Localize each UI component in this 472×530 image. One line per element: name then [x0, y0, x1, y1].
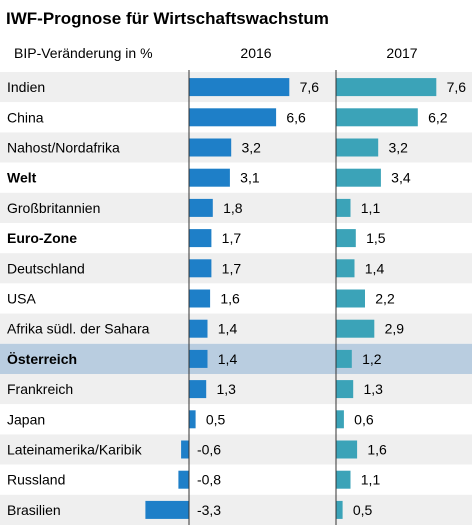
category-label: Welt	[7, 170, 37, 186]
bar-2017	[336, 259, 355, 278]
bar-2017	[336, 198, 351, 217]
value-label-2017: 0,5	[353, 502, 373, 518]
value-label-2017: 1,4	[365, 260, 385, 276]
value-label-2017: 6,2	[428, 109, 448, 125]
value-label-2017: 3,4	[391, 170, 411, 186]
value-label-2017: 0,6	[354, 411, 374, 427]
bar-2016	[189, 198, 213, 217]
row-background	[0, 283, 472, 314]
category-label: Japan	[7, 411, 45, 427]
value-label-2016: -3,3	[197, 502, 221, 518]
bar-2017	[336, 289, 365, 308]
value-label-2016: 1,6	[220, 291, 240, 307]
row-background	[0, 343, 472, 374]
category-label: Afrika südl. der Sahara	[7, 321, 150, 337]
bar-2017	[336, 138, 379, 157]
bar-2017	[336, 168, 381, 187]
bar-2016	[189, 78, 290, 97]
bar-2017	[336, 78, 437, 97]
value-label-2017: 1,6	[367, 442, 387, 458]
bar-2016	[189, 229, 212, 248]
value-label-2016: 1,7	[222, 230, 242, 246]
bar-2016	[189, 349, 208, 368]
category-label: Russland	[7, 472, 65, 488]
row-background	[0, 192, 472, 223]
row-background	[0, 223, 472, 254]
bar-2016	[145, 500, 189, 519]
bar-2017	[336, 319, 375, 338]
bar-2017	[336, 380, 354, 399]
category-label: Euro-Zone	[7, 230, 77, 246]
bar-2016	[189, 380, 207, 399]
bar-2017	[336, 229, 356, 248]
bar-2017	[336, 500, 343, 519]
bar-2017	[336, 349, 352, 368]
bar-2017	[336, 410, 344, 429]
value-label-2017: 1,2	[362, 351, 382, 367]
value-label-2016: 3,2	[241, 140, 261, 156]
bar-2016	[181, 440, 189, 459]
value-label-2016: 1,7	[222, 260, 242, 276]
value-label-2017: 1,3	[363, 381, 383, 397]
value-label-2016: 1,8	[223, 200, 243, 216]
value-label-2016: 1,3	[216, 381, 236, 397]
category-label: Brasilien	[7, 502, 61, 518]
chart-subtitle: BIP-Veränderung in %	[14, 45, 153, 61]
category-label: Frankreich	[7, 381, 73, 397]
value-label-2017: 2,9	[385, 321, 405, 337]
row-background	[0, 494, 472, 525]
chart-title: IWF-Prognose für Wirtschaftswachstum	[6, 9, 329, 28]
category-label: USA	[7, 291, 36, 307]
value-label-2016: 1,4	[218, 351, 238, 367]
value-label-2017: 3,2	[388, 140, 408, 156]
column-heading-2016: 2016	[240, 45, 271, 61]
category-label: Indien	[7, 79, 45, 95]
bar-2016	[189, 289, 211, 308]
bar-2017	[336, 470, 351, 489]
row-background	[0, 162, 472, 193]
value-label-2016: 6,6	[286, 109, 306, 125]
bar-2017	[336, 440, 358, 459]
value-label-2017: 1,5	[366, 230, 386, 246]
value-label-2016: 0,5	[206, 411, 226, 427]
value-label-2017: 1,1	[361, 200, 381, 216]
category-label: China	[7, 109, 44, 125]
row-background	[0, 253, 472, 284]
row-background	[0, 313, 472, 344]
category-label: Großbritannien	[7, 200, 100, 216]
bar-2016	[189, 259, 212, 278]
row-background	[0, 434, 472, 465]
value-label-2016: 1,4	[218, 321, 238, 337]
value-label-2016: 3,1	[240, 170, 260, 186]
bar-2016	[189, 168, 230, 187]
bar-2016	[189, 319, 208, 338]
value-label-2016: -0,6	[197, 442, 221, 458]
category-label: Deutschland	[7, 260, 85, 276]
category-label: Nahost/Nordafrika	[7, 140, 120, 156]
bar-2016	[189, 138, 232, 157]
category-label: Österreich	[7, 351, 77, 367]
bar-2016	[189, 108, 277, 127]
value-label-2016: 7,6	[300, 79, 320, 95]
row-background	[0, 374, 472, 405]
row-background	[0, 464, 472, 495]
value-label-2017: 2,2	[375, 291, 395, 307]
value-label-2017: 7,6	[447, 79, 467, 95]
bar-2016	[189, 410, 196, 429]
column-heading-2017: 2017	[386, 45, 417, 61]
category-label: Lateinamerika/Karibik	[7, 442, 143, 458]
bar-2016	[178, 470, 189, 489]
value-label-2016: -0,8	[197, 472, 221, 488]
row-background	[0, 404, 472, 435]
row-background	[0, 132, 472, 163]
value-label-2017: 1,1	[361, 472, 381, 488]
bar-2017	[336, 108, 418, 127]
